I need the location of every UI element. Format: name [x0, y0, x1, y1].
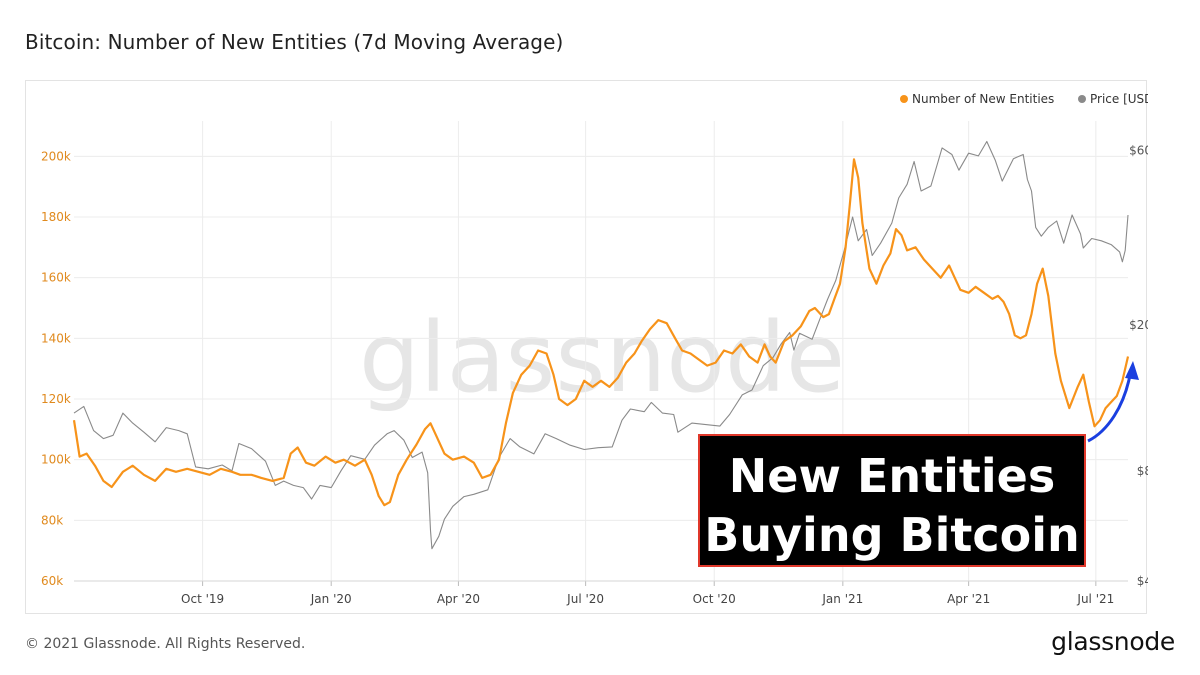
y-left-tick-label: 100k	[41, 453, 71, 467]
y-left-tick-label: 60k	[41, 574, 63, 588]
y-left-tick-label: 80k	[41, 513, 63, 527]
x-tick-label: Apr '20	[437, 592, 480, 606]
annotation-line-1: New Entities	[729, 449, 1055, 503]
annotation-box-background	[698, 434, 1086, 567]
axes-layer: 60k 80k 100k 120k 140k 160k 180k 200k $4k $8k $20k…	[41, 144, 1148, 606]
annotation-box: New Entities Buying Bitcoin	[698, 434, 1086, 567]
legend-label-price: Price [USD]	[1090, 92, 1148, 106]
chart-svg: glassnode 60k 80k 100k 120k 140k 160k 180k 200k…	[41, 92, 1148, 606]
y-right-tick-label: $20k	[1129, 318, 1148, 332]
legend-entry-price[interactable]: Price [USD]	[1078, 92, 1148, 106]
chart-panel: glassnode 60k 80k 100k 120k 140k 160k 180k 200k…	[25, 80, 1148, 614]
y-left-tick-label: 180k	[41, 210, 71, 224]
entities-series-line	[72, 158, 1130, 507]
y-left-tick-label: 140k	[41, 331, 71, 345]
x-tick-label: Oct '20	[693, 592, 736, 606]
price-series-layer	[73, 140, 1129, 550]
x-tick-label: Jan '20	[310, 592, 352, 606]
x-tick-label: Jan '21	[821, 592, 863, 606]
legend-swatch-price	[1078, 95, 1086, 103]
legend-entry-entities[interactable]: Number of New Entities	[900, 92, 1054, 106]
y-right-tick-label: $8k	[1137, 464, 1148, 478]
legend-swatch-entities	[900, 95, 908, 103]
watermark-text: glassnode	[359, 302, 845, 414]
x-tick-label: Jul '20	[566, 592, 604, 606]
copyright-text: © 2021 Glassnode. All Rights Reserved.	[25, 636, 306, 652]
legend-label-entities: Number of New Entities	[912, 92, 1054, 106]
y-right-tick-label: $4k	[1137, 574, 1148, 588]
glassnode-logo[interactable]: glassnode	[1051, 627, 1175, 656]
entities-series-layer	[72, 158, 1130, 507]
y-left-tick-label: 120k	[41, 392, 71, 406]
x-tick-label: Oct '19	[181, 592, 224, 606]
page-title: Bitcoin: Number of New Entities (7d Movi…	[25, 30, 564, 54]
x-tick-label: Jul '21	[1076, 592, 1114, 606]
arrow-shaft	[1087, 374, 1132, 443]
y-left-tick-label: 200k	[41, 149, 71, 163]
x-tick-label: Apr '21	[947, 592, 990, 606]
arrow-head	[1125, 361, 1139, 380]
price-series-line	[73, 140, 1129, 550]
grid-layer	[74, 121, 1128, 582]
curved-up-arrow-icon	[1087, 361, 1139, 443]
y-left-tick-label: 160k	[41, 271, 71, 285]
legend[interactable]: Number of New Entities Price [USD]	[900, 92, 1148, 106]
y-right-tick-label: $60k	[1129, 144, 1148, 158]
annotation-line-2: Buying Bitcoin	[704, 508, 1079, 562]
